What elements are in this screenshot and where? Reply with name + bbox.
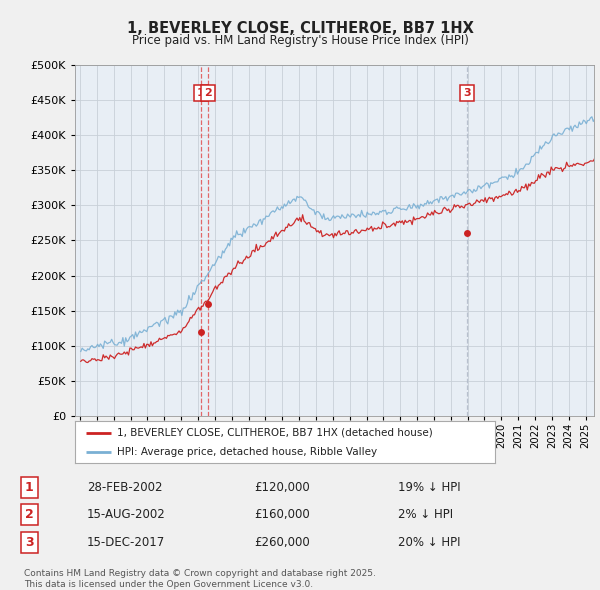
- Text: 3: 3: [25, 536, 34, 549]
- Text: 28-FEB-2002: 28-FEB-2002: [87, 481, 163, 494]
- Text: Price paid vs. HM Land Registry's House Price Index (HPI): Price paid vs. HM Land Registry's House …: [131, 34, 469, 47]
- Text: Contains HM Land Registry data © Crown copyright and database right 2025.
This d: Contains HM Land Registry data © Crown c…: [24, 569, 376, 589]
- Text: 19% ↓ HPI: 19% ↓ HPI: [398, 481, 461, 494]
- Text: 2: 2: [25, 508, 34, 522]
- Text: 2% ↓ HPI: 2% ↓ HPI: [398, 508, 453, 522]
- Text: £120,000: £120,000: [254, 481, 310, 494]
- Text: 15-DEC-2017: 15-DEC-2017: [87, 536, 165, 549]
- Text: £260,000: £260,000: [254, 536, 310, 549]
- Text: 3: 3: [463, 88, 471, 98]
- Text: £160,000: £160,000: [254, 508, 310, 522]
- Text: HPI: Average price, detached house, Ribble Valley: HPI: Average price, detached house, Ribb…: [117, 447, 377, 457]
- Text: 1: 1: [25, 481, 34, 494]
- Text: 1, BEVERLEY CLOSE, CLITHEROE, BB7 1HX: 1, BEVERLEY CLOSE, CLITHEROE, BB7 1HX: [127, 21, 473, 35]
- Text: 2: 2: [205, 88, 212, 98]
- Text: 1: 1: [197, 88, 205, 98]
- Text: 1, BEVERLEY CLOSE, CLITHEROE, BB7 1HX (detached house): 1, BEVERLEY CLOSE, CLITHEROE, BB7 1HX (d…: [117, 428, 433, 438]
- Text: 15-AUG-2002: 15-AUG-2002: [87, 508, 166, 522]
- Text: 20% ↓ HPI: 20% ↓ HPI: [398, 536, 460, 549]
